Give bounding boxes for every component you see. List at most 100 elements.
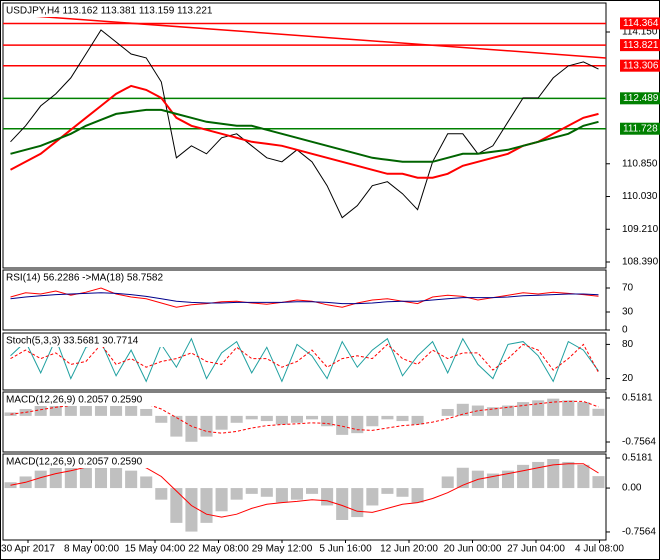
x-tick-label: 5 Jun 16:00 (319, 544, 372, 555)
histogram-bar (351, 415, 364, 434)
x-tick-label: 4 Jul 08:00 (575, 544, 624, 555)
histogram-bar (532, 400, 545, 416)
histogram-bar (562, 400, 575, 416)
level-label: 111.728 (623, 123, 658, 134)
histogram-bar (336, 488, 349, 520)
level-box (620, 17, 660, 30)
series-line (10, 108, 599, 163)
x-tick-label: 12 Jun 20:00 (380, 544, 438, 555)
histogram-bar (125, 405, 138, 416)
histogram-bar (456, 467, 469, 489)
series-line (10, 84, 599, 179)
x-tick-label: 27 Jun 04:00 (507, 544, 565, 555)
x-tick-label: 22 May 08:00 (188, 544, 249, 555)
histogram-bar (245, 415, 258, 420)
histogram-bar (170, 488, 183, 523)
histogram-bar (34, 470, 47, 489)
histogram-bar (547, 398, 560, 416)
x-tick-label: 29 May 12:00 (252, 544, 313, 555)
histogram-bar (200, 488, 213, 523)
level-box (620, 92, 660, 105)
histogram-bar (441, 476, 454, 489)
series-line (10, 292, 599, 305)
histogram-bar (170, 415, 183, 437)
histogram-bar (185, 488, 198, 532)
histogram-bar (517, 402, 530, 416)
histogram-bar (140, 476, 153, 489)
x-tick-label: 15 May 04:00 (125, 544, 186, 555)
level-box (620, 59, 660, 72)
panel-title: USDJPY,H4 113.162 113.381 113.159 113.22… (6, 6, 213, 17)
histogram-bar (381, 488, 394, 494)
y-tick-label: 110.850 (622, 158, 658, 169)
histogram-bar (321, 488, 334, 506)
histogram-bar (110, 464, 123, 489)
y-tick-label: 114.150 (622, 27, 658, 38)
histogram-bar (230, 488, 243, 500)
level-label: 112.489 (623, 93, 659, 104)
y-tick-label: -0.7564 (622, 527, 656, 538)
histogram-bar (396, 415, 409, 422)
y-tick-label: 0.5181 (622, 453, 653, 464)
histogram-bar (64, 464, 77, 489)
panel-title: MACD(12,26,9) 0.2057 0.2590 (6, 395, 143, 406)
level-box (620, 122, 660, 135)
histogram-bar (366, 415, 379, 427)
histogram-bar (501, 405, 515, 416)
histogram-bar (245, 488, 258, 494)
panel-title: RSI(14) 56.2286 ->MA(18) 58.7582 (6, 273, 163, 284)
histogram-bar (260, 488, 273, 497)
histogram-bar (275, 488, 288, 503)
series-line (10, 400, 599, 434)
histogram-bar (411, 488, 424, 503)
histogram-bar (215, 415, 228, 430)
histogram-bar (49, 467, 62, 489)
y-tick-label: 80 (622, 339, 634, 350)
histogram-bar (230, 415, 243, 423)
histogram-bar (562, 461, 575, 489)
level-box (620, 39, 660, 52)
level-label: 113.306 (623, 60, 659, 71)
histogram-bar (140, 408, 153, 416)
histogram-bar (517, 464, 530, 489)
histogram-bar (396, 488, 409, 497)
panel-title: MACD(12,26,9) 0.2057 0.2590 (6, 457, 143, 468)
y-tick-label: -0.7564 (622, 437, 656, 448)
y-tick-label: 0.5181 (622, 393, 653, 404)
histogram-bar (381, 415, 394, 420)
series-line (10, 337, 599, 383)
histogram-bar (155, 415, 168, 423)
x-tick-label: 8 May 00:00 (64, 544, 119, 555)
title-bg (4, 456, 162, 468)
panel (2, 2, 607, 269)
series-line (10, 29, 599, 219)
series-line (10, 287, 599, 308)
histogram-bar (501, 470, 515, 489)
trendline (4, 13, 607, 59)
panel-title: Stoch(5,3,3) 33.5681 30.7714 (6, 336, 139, 347)
histogram-bar (471, 405, 484, 416)
histogram-bar (486, 407, 499, 416)
histogram-bar (577, 402, 590, 416)
y-tick-label: 20 (622, 373, 634, 384)
histogram-bar (577, 464, 590, 489)
title-bg (4, 394, 162, 406)
level-label: 113.821 (623, 40, 659, 51)
x-tick-label: 20 Jun 00:00 (444, 544, 502, 555)
histogram-bar (441, 408, 454, 416)
title-bg (4, 272, 195, 284)
histogram-bar (290, 415, 303, 423)
histogram-bar (306, 488, 319, 494)
y-tick-label: 0 (622, 325, 628, 336)
y-tick-label: 109.210 (622, 224, 659, 235)
histogram-bar (290, 488, 303, 500)
y-tick-label: 70 (622, 283, 634, 294)
histogram-bar (547, 459, 560, 489)
histogram-bar (260, 415, 273, 422)
histogram-bar (200, 415, 213, 437)
histogram-bar (592, 408, 605, 416)
level-label: 114.364 (623, 18, 659, 29)
histogram-bar (592, 476, 605, 489)
histogram-bar (532, 461, 545, 489)
